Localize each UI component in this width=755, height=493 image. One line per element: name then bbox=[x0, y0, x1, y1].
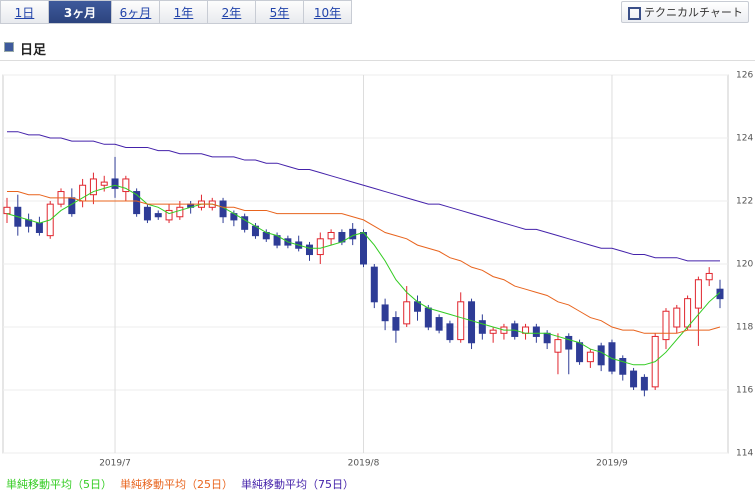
legend-entry: 単純移動平均（25日） bbox=[120, 477, 233, 491]
candle-body bbox=[143, 206, 151, 221]
candle-body bbox=[468, 301, 476, 344]
candle-body bbox=[554, 339, 562, 353]
candle-body bbox=[165, 209, 173, 221]
period-tab[interactable]: 6ヶ月 bbox=[111, 0, 160, 24]
candle-body bbox=[673, 307, 681, 328]
y-tick-label: 116 bbox=[736, 386, 753, 396]
candle-body bbox=[100, 181, 108, 186]
candle-body bbox=[133, 191, 141, 215]
candle-body bbox=[122, 178, 130, 193]
candle-body bbox=[360, 232, 367, 265]
candle-body bbox=[565, 335, 573, 350]
candle-body bbox=[435, 317, 443, 331]
period-tab[interactable]: 1日 bbox=[0, 0, 49, 24]
candle-body bbox=[597, 345, 605, 366]
candle-body bbox=[586, 351, 594, 363]
candle-body bbox=[381, 304, 389, 322]
candle-body bbox=[3, 206, 11, 215]
candle-body bbox=[446, 323, 454, 341]
period-tab[interactable]: 3ヶ月 bbox=[48, 0, 112, 24]
candle-body bbox=[489, 329, 497, 334]
candle-body bbox=[543, 332, 551, 344]
divider bbox=[0, 60, 755, 61]
y-tick-label: 126 bbox=[736, 71, 753, 81]
period-tab[interactable]: 10年 bbox=[303, 0, 352, 24]
x-tick-label: 2019/8 bbox=[348, 459, 380, 469]
moving-average-line bbox=[6, 184, 721, 366]
y-tick-label: 114 bbox=[736, 449, 753, 459]
candle-body bbox=[176, 206, 184, 218]
y-tick-label: 122 bbox=[736, 197, 753, 207]
moving-average-line bbox=[7, 131, 720, 262]
legend-entry: 単純移動平均（75日） bbox=[241, 477, 354, 491]
candle-body bbox=[316, 238, 324, 256]
candle-body bbox=[630, 370, 638, 388]
y-tick-label: 118 bbox=[736, 323, 753, 333]
candle-body bbox=[392, 317, 400, 331]
period-tabs: 1日 3ヶ月 6ヶ月 1年 2年 5年 10年 bbox=[0, 0, 352, 24]
candle-body bbox=[327, 232, 335, 240]
candle-body bbox=[457, 301, 465, 341]
x-tick-label: 2019/7 bbox=[99, 459, 131, 469]
candle-body bbox=[370, 266, 378, 303]
candle-body bbox=[424, 307, 432, 328]
moving-average-line bbox=[7, 191, 721, 334]
candle-body bbox=[705, 272, 713, 281]
candle-body bbox=[532, 326, 540, 337]
candle-body bbox=[305, 244, 313, 256]
candle-body bbox=[716, 288, 724, 300]
candle-body bbox=[241, 216, 249, 230]
candle-body bbox=[154, 213, 162, 218]
candle-body bbox=[576, 342, 584, 363]
candle-body bbox=[89, 178, 97, 196]
candle-body bbox=[403, 301, 411, 325]
candle-body bbox=[35, 222, 43, 234]
candle-body bbox=[111, 178, 119, 189]
legend-entry: 単純移動平均（5日） bbox=[6, 477, 112, 491]
candle-body bbox=[640, 376, 648, 391]
y-tick-label: 120 bbox=[736, 260, 753, 270]
technical-chart-button[interactable]: テクニカルチャート bbox=[621, 1, 749, 23]
section-title: 日足 bbox=[4, 39, 46, 58]
candle-body bbox=[694, 279, 702, 309]
candle-body bbox=[349, 228, 357, 240]
candle-body bbox=[662, 310, 670, 341]
x-tick-label: 2019/9 bbox=[596, 459, 628, 469]
candle-body bbox=[478, 320, 486, 334]
period-tab[interactable]: 2年 bbox=[207, 0, 256, 24]
candle-body bbox=[619, 358, 627, 375]
candle-body bbox=[684, 298, 692, 328]
y-tick-label: 124 bbox=[736, 134, 753, 144]
